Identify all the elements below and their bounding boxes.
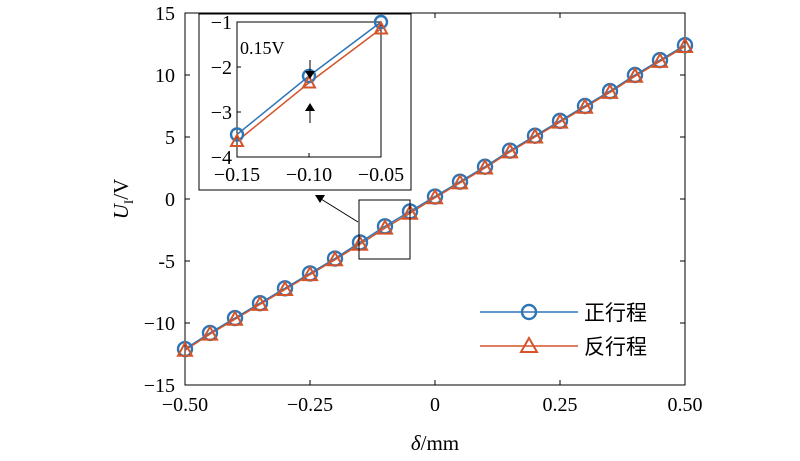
data-point-s2 [476, 158, 494, 175]
data-point-s2 [676, 37, 694, 53]
inset-data-point-s1 [373, 14, 389, 30]
x-tick-label: −0.25 [287, 394, 333, 416]
inset-x-tick-label: −0.15 [214, 164, 260, 186]
inset-data-point-s2 [373, 20, 389, 35]
data-point-s2 [326, 250, 344, 267]
y-tick-label: 10 [155, 65, 175, 87]
legend-item-forward: 正行程 [480, 301, 647, 325]
legend-label-forward: 正行程 [584, 301, 647, 325]
inset-y-tick-label: −2 [211, 57, 232, 79]
y-tick-label: −15 [144, 375, 175, 397]
data-point-s2 [451, 173, 469, 190]
data-point-s2 [626, 66, 644, 83]
data-point-s2 [301, 265, 319, 282]
y-tick-label: -5 [158, 251, 175, 273]
data-point-s2 [551, 112, 569, 129]
inset-data-point-s1 [301, 68, 317, 84]
x-tick-label: 0.50 [668, 394, 703, 416]
inset-y-tick-label: −1 [211, 12, 232, 34]
data-point-s2 [651, 51, 669, 68]
zoom-arrow-head [315, 195, 325, 203]
y-axis-label: UI/V [109, 179, 136, 220]
y-tick-label: −10 [144, 313, 175, 335]
main-axis-ticks: −0.50 −0.25 0 0.25 0.50 15 10 5 0 -5 −10 −15 [144, 3, 703, 416]
inset-y-tick-label: −4 [211, 147, 232, 169]
legend-item-reverse: 反行程 [480, 335, 647, 359]
inset-data-point-s2 [301, 74, 317, 89]
legend-label-reverse: 反行程 [584, 335, 647, 359]
inset-data-point-s1 [229, 127, 245, 142]
data-point-s2 [251, 294, 269, 311]
data-point-s2 [426, 188, 444, 205]
y-tick-label: 15 [155, 3, 175, 25]
inset-data-point-s2 [229, 132, 245, 147]
data-point-s2 [376, 218, 394, 235]
y-tick-label: 5 [165, 127, 175, 149]
annotation-arrow-down [305, 60, 315, 79]
x-tick-label: 0.25 [543, 394, 578, 416]
x-tick-label: 0 [430, 394, 440, 416]
data-point-s2 [226, 309, 244, 326]
data-point-s2 [201, 324, 219, 341]
data-point-s2 [501, 142, 519, 159]
data-point-s2 [276, 280, 294, 297]
series-line-1 [184, 44, 686, 350]
inset-y-tick-label: −3 [211, 102, 232, 124]
x-axis-label: δ/mm [411, 431, 459, 455]
data-point-s2 [576, 97, 594, 114]
data-point-s2 [351, 234, 369, 251]
data-point-s2 [526, 127, 544, 144]
inset-background [198, 13, 412, 191]
inset-x-tick-label: −0.05 [358, 164, 404, 186]
inset-axis-ticks: −0.15 −0.10 −0.05 −1 −2 −3 −4 [211, 12, 404, 186]
y-tick-label: 0 [165, 189, 175, 211]
data-point-s2 [176, 340, 194, 357]
zoom-arrow-line [320, 198, 359, 223]
legend: 正行程 反行程 [480, 301, 647, 359]
zoom-region-box [358, 199, 411, 260]
inset-annotation: 0.15V [240, 38, 285, 58]
main-plot-series [176, 37, 694, 358]
data-point-s2 [601, 82, 619, 99]
annotation-arrow-up [305, 103, 315, 123]
series-line-2 [184, 45, 686, 351]
x-tick-label: −0.50 [162, 394, 208, 416]
inset-x-tick-label: −0.10 [286, 164, 332, 186]
